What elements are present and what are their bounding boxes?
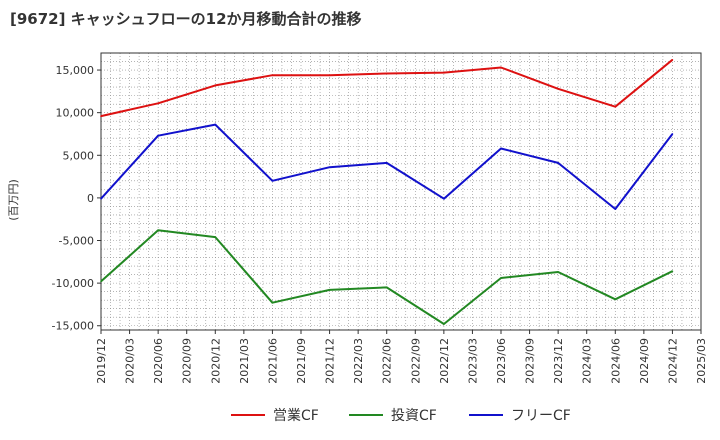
y-tick-label: 15,000 [56,64,95,77]
x-tick-label: 2021/06 [266,338,279,384]
series-lines [100,59,674,325]
data-point [271,180,274,182]
x-tick-label: 2021/09 [295,338,308,384]
data-point [100,115,102,117]
y-axis-label: (百万円) [7,179,20,221]
data-point [271,74,274,76]
chart-title: [9672] キャッシュフローの12か月移動合計の推移 [10,10,362,28]
data-point [385,72,388,75]
y-axis: 15,000 10,000 5,000 0 -5,000 -10,000 -15,000 [52,64,101,333]
data-point [328,289,331,291]
y-tick-label: -5,000 [59,235,94,248]
data-point [157,229,159,232]
data-point [385,162,388,164]
x-tick-label: 2022/03 [352,338,365,384]
x-tick-label: 2019/12 [95,338,108,384]
x-tick-label: 2024/03 [581,338,594,384]
x-axis: 2019/12 2020/03 2020/06 2020/09 2020/12 2021/… [95,330,708,384]
y-tick-label: -10,000 [52,277,94,290]
data-point [443,197,445,200]
data-point [443,323,445,325]
data-point [100,280,102,283]
legend-label: フリーCF [511,408,571,424]
x-tick-label: 2025/03 [695,338,708,384]
data-point [671,270,674,272]
x-tick-label: 2020/06 [152,338,165,384]
data-point [500,147,502,150]
x-tick-label: 2022/12 [438,338,451,384]
data-point [443,71,445,74]
x-tick-label: 2020/12 [209,338,222,384]
data-point [614,105,617,108]
data-point [614,208,617,210]
x-tick-label: 2024/12 [666,338,679,384]
data-point [671,59,674,61]
x-tick-label: 2023/06 [495,338,508,384]
y-tick-label: 5,000 [63,149,95,162]
x-tick-label: 2021/03 [238,338,251,384]
data-point [100,197,102,200]
data-point [157,102,159,105]
x-tick-label: 2023/09 [524,338,537,384]
y-tick-label: 0 [87,192,94,205]
data-point [614,298,617,301]
x-tick-label: 2022/06 [381,338,394,384]
data-point [271,301,274,304]
y-tick-label: -15,000 [52,320,94,333]
data-point [157,134,159,137]
data-point [214,84,217,87]
plot-area [101,53,701,330]
data-point [385,286,388,289]
data-point [328,166,331,169]
data-point [500,66,502,69]
x-tick-label: 2022/09 [409,338,422,384]
legend-label: 投資CF [391,408,437,424]
legend: 営業CF 投資CF フリーCF [231,408,571,424]
data-point [500,277,502,279]
plot-frame [100,52,702,331]
x-tick-label: 2020/03 [124,338,137,384]
data-point [557,271,559,273]
x-tick-label: 2023/12 [552,338,565,384]
data-point [328,74,331,76]
x-tick-label: 2020/09 [181,338,194,384]
x-tick-label: 2023/03 [466,338,479,384]
x-tick-label: 2021/12 [324,338,337,384]
data-point [557,162,559,164]
x-tick-label: 2024/06 [609,338,622,384]
data-point [214,236,217,238]
x-tick-label: 2024/09 [638,338,651,384]
y-tick-label: 10,000 [56,107,95,120]
data-point [214,123,217,126]
data-point [671,133,674,135]
data-point [557,87,559,90]
legend-label: 営業CF [273,408,319,424]
